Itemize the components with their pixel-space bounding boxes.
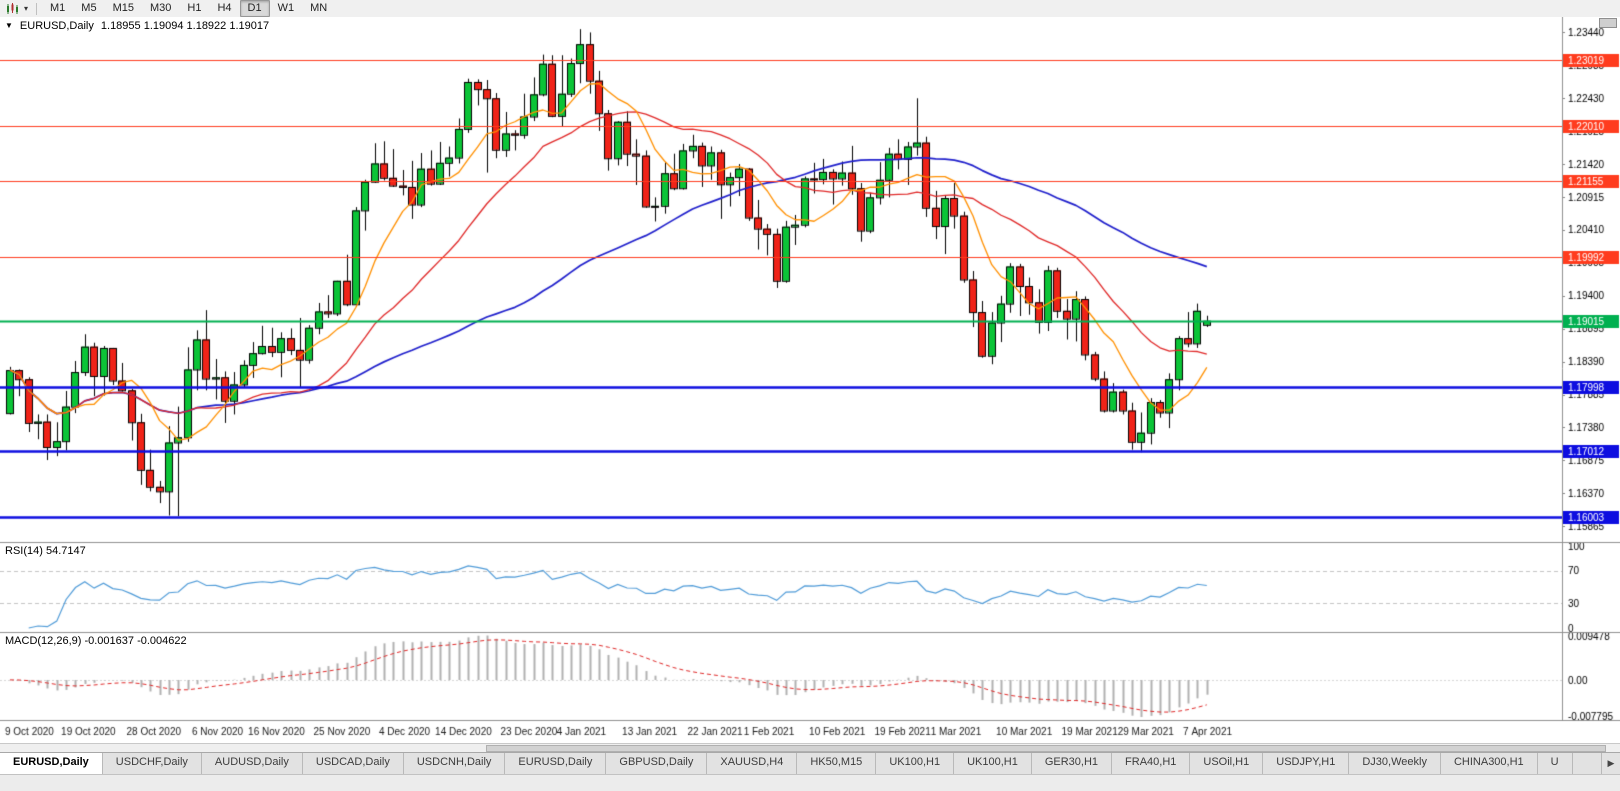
symbol-tab-usdcnh-daily[interactable]: USDCNH,Daily	[403, 753, 506, 774]
symbol-tab-ger30-h1[interactable]: GER30,H1	[1031, 753, 1113, 774]
symbol-tab-audusd-daily[interactable]: AUDUSD,Daily	[201, 753, 303, 774]
timeframe-button-mn[interactable]: MN	[310, 2, 328, 14]
timeframe-toolbar: ▾ M1 M5 M15 M30 H1 H4 D1 W1 MN	[0, 0, 1620, 18]
chart-scroll-thumb[interactable]	[1599, 18, 1617, 28]
symbol-tab-u[interactable]: U	[1537, 753, 1573, 774]
symbol-tab-gbpusd-daily[interactable]: GBPUSD,Daily	[606, 753, 708, 774]
symbol-tab-usdjpy-h1[interactable]: USDJPY,H1	[1263, 753, 1350, 774]
timeframe-button-m1[interactable]: M1	[50, 2, 66, 14]
rsi-indicator-label: RSI(14) 54.7147	[5, 545, 86, 557]
scrollbar-thumb[interactable]	[486, 745, 1606, 752]
symbol-tab-uk100-h1[interactable]: UK100,H1	[876, 753, 955, 774]
symbol-tab-hk50-m15[interactable]: HK50,M15	[797, 753, 877, 774]
symbol-tab-usdchf-daily[interactable]: USDCHF,Daily	[102, 753, 202, 774]
symbol-tab-china300-h1[interactable]: CHINA300,H1	[1440, 753, 1538, 774]
chart-dropdown-icon[interactable]: ▾	[23, 4, 28, 13]
symbol-tab-fra40-h1[interactable]: FRA40,H1	[1112, 753, 1191, 774]
timeframe-button-m15[interactable]: M15	[112, 2, 134, 14]
price-chart-canvas[interactable]	[0, 17, 1620, 743]
chart-region[interactable]: ▼ EURUSD,Daily 1.18955 1.19094 1.18922 1…	[0, 17, 1620, 743]
toolbar-separator	[36, 2, 37, 15]
symbol-tab-eurusd-daily[interactable]: EURUSD,Daily	[505, 753, 607, 774]
symbol-tab-uk100-h1[interactable]: UK100,H1	[954, 753, 1032, 774]
timeframe-button-h1[interactable]: H1	[187, 2, 202, 14]
tab-scroll-right-icon[interactable]: ▶	[1601, 753, 1620, 774]
symbol-tab-xauusd-h4[interactable]: XAUUSD,H4	[707, 753, 798, 774]
collapse-arrow-icon[interactable]: ▼	[5, 21, 13, 30]
timeframe-button-w1[interactable]: W1	[277, 2, 295, 14]
timeframe-button-h4[interactable]: H4	[217, 2, 232, 14]
candlestick-chart-icon	[6, 2, 18, 14]
chart-ohlc-values: 1.18955 1.19094 1.18922 1.19017	[100, 20, 270, 32]
status-bar	[0, 774, 1620, 791]
symbol-tab-eurusd-daily[interactable]: EURUSD,Daily	[0, 753, 103, 774]
symbol-tabs: EURUSD,Daily USDCHF,Daily AUDUSD,Daily USDC…	[0, 753, 1601, 774]
chart-symbol-label: EURUSD,Daily	[19, 20, 94, 32]
symbol-tab-dj30-weekly[interactable]: DJ30,Weekly	[1349, 753, 1441, 774]
chart-tab-bar: EURUSD,Daily USDCHF,Daily AUDUSD,Daily USDC…	[0, 752, 1620, 774]
macd-indicator-label: MACD(12,26,9) -0.001637 -0.004622	[5, 635, 187, 647]
chart-ohlc-header: ▼ EURUSD,Daily 1.18955 1.19094 1.18922 1…	[5, 20, 269, 32]
chart-type-icon[interactable]	[3, 1, 21, 16]
symbol-tab-usdcad-daily[interactable]: USDCAD,Daily	[302, 753, 404, 774]
timeframe-button-m5[interactable]: M5	[81, 2, 97, 14]
timeframe-button-m30[interactable]: M30	[149, 2, 172, 14]
timeframe-button-d1[interactable]: D1	[239, 0, 270, 17]
symbol-tab-usoil-h1[interactable]: USOil,H1	[1190, 753, 1264, 774]
timeframe-button-group: M1 M5 M15 M30 H1 H4 D1 W1 MN	[42, 0, 335, 17]
